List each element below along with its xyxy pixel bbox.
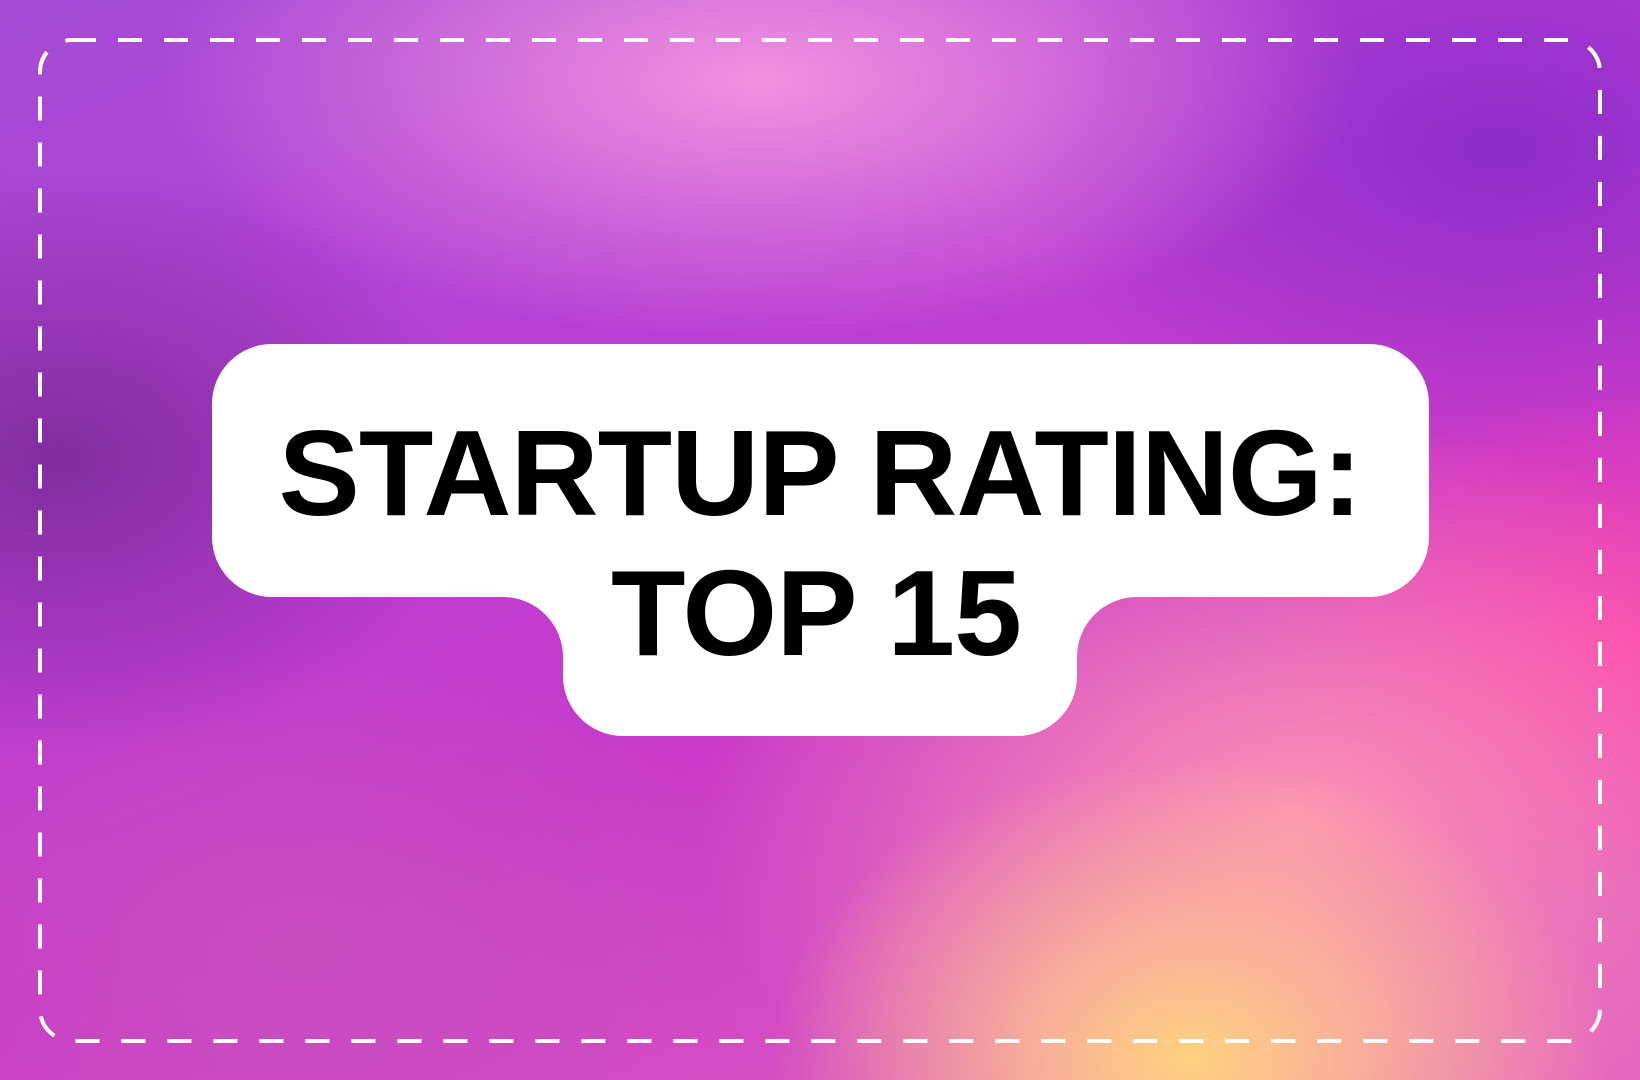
title-line-2: TOP 15 (611, 545, 1022, 681)
title-label-background (212, 344, 1429, 736)
title-line-1: STARTUP RATING: (278, 405, 1363, 541)
dashed-border (38, 38, 1602, 1043)
